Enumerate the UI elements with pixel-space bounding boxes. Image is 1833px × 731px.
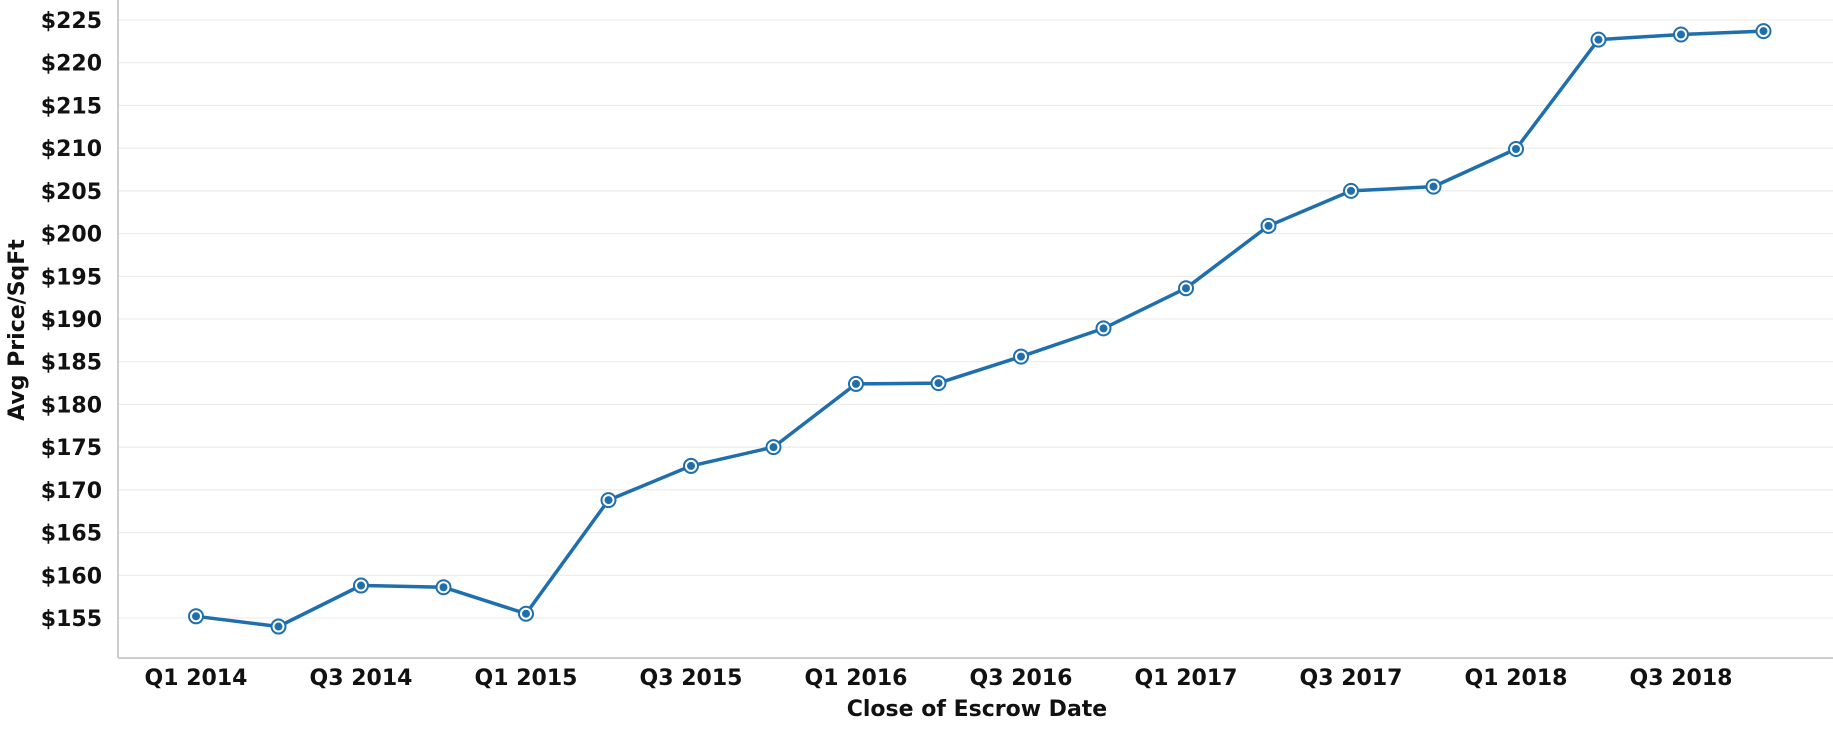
x-tick-label: Q1 2015 [475,666,578,691]
data-points [188,23,1772,635]
data-point-dot [769,443,778,452]
x-tick-label: Q1 2014 [145,666,248,691]
y-tick-label: $175 [41,436,102,461]
axes [117,0,1833,659]
x-tick-label: Q1 2017 [1135,666,1238,691]
series-line-path [194,29,1766,629]
series-line [194,29,1766,629]
data-point-dot [439,583,448,592]
data-point-dot [357,581,365,590]
data-point-dot [1347,186,1355,195]
y-tick-label: $225 [41,9,102,34]
y-tick-label: $170 [41,479,102,504]
data-point-dot [1264,221,1273,230]
data-point-dot [687,461,695,470]
y-tick-label: $210 [41,137,102,162]
data-point-dot [1677,30,1685,39]
x-tick-label: Q3 2017 [1300,666,1403,691]
y-tick-label: $205 [41,180,102,205]
y-tick-label: $185 [41,351,102,376]
y-tick-label: $180 [41,393,102,418]
y-tick-label: $215 [41,94,102,119]
y-tick-label: $155 [41,607,102,632]
data-point-dot [274,622,283,631]
data-point-dot [522,609,530,618]
x-tick-label: Q1 2018 [1465,666,1568,691]
data-point-dot [1759,27,1768,36]
x-tick-label: Q3 2018 [1630,666,1733,691]
x-axis-title: Close of Escrow Date [847,697,1107,722]
y-tick-label: $220 [41,52,102,77]
data-point-dot [1017,352,1025,361]
y-tick-label: $195 [41,265,102,290]
y-tick-label: $165 [41,522,102,547]
x-tick-label: Q1 2016 [805,666,908,691]
data-point-dot [1182,284,1190,293]
data-point-dot [192,612,200,621]
data-point-dot [934,379,943,388]
gridlines [118,19,1833,619]
data-point-dot [1594,35,1603,44]
y-axis-title: Avg Price/SqFt [5,239,30,421]
y-axis-tick-labels: $155 $160 $165 $170 $175 $180 $185 $190 $195 $200… [41,9,102,632]
data-point-dot [1099,324,1108,333]
data-point-dot [1429,182,1438,191]
x-tick-label: Q3 2014 [310,666,413,691]
data-point-dot [1512,144,1520,153]
y-tick-label: $190 [41,308,102,333]
y-tick-label: $160 [41,564,102,589]
x-tick-label: Q3 2015 [640,666,743,691]
y-tick-label: $200 [41,223,102,248]
x-axis-tick-labels: Q1 2014 Q3 2014 Q1 2015 Q3 2015 Q1 2016 Q3 20… [145,666,1733,691]
x-tick-label: Q3 2016 [970,666,1073,691]
data-point-dot [604,496,613,505]
data-point-dot [852,379,860,388]
